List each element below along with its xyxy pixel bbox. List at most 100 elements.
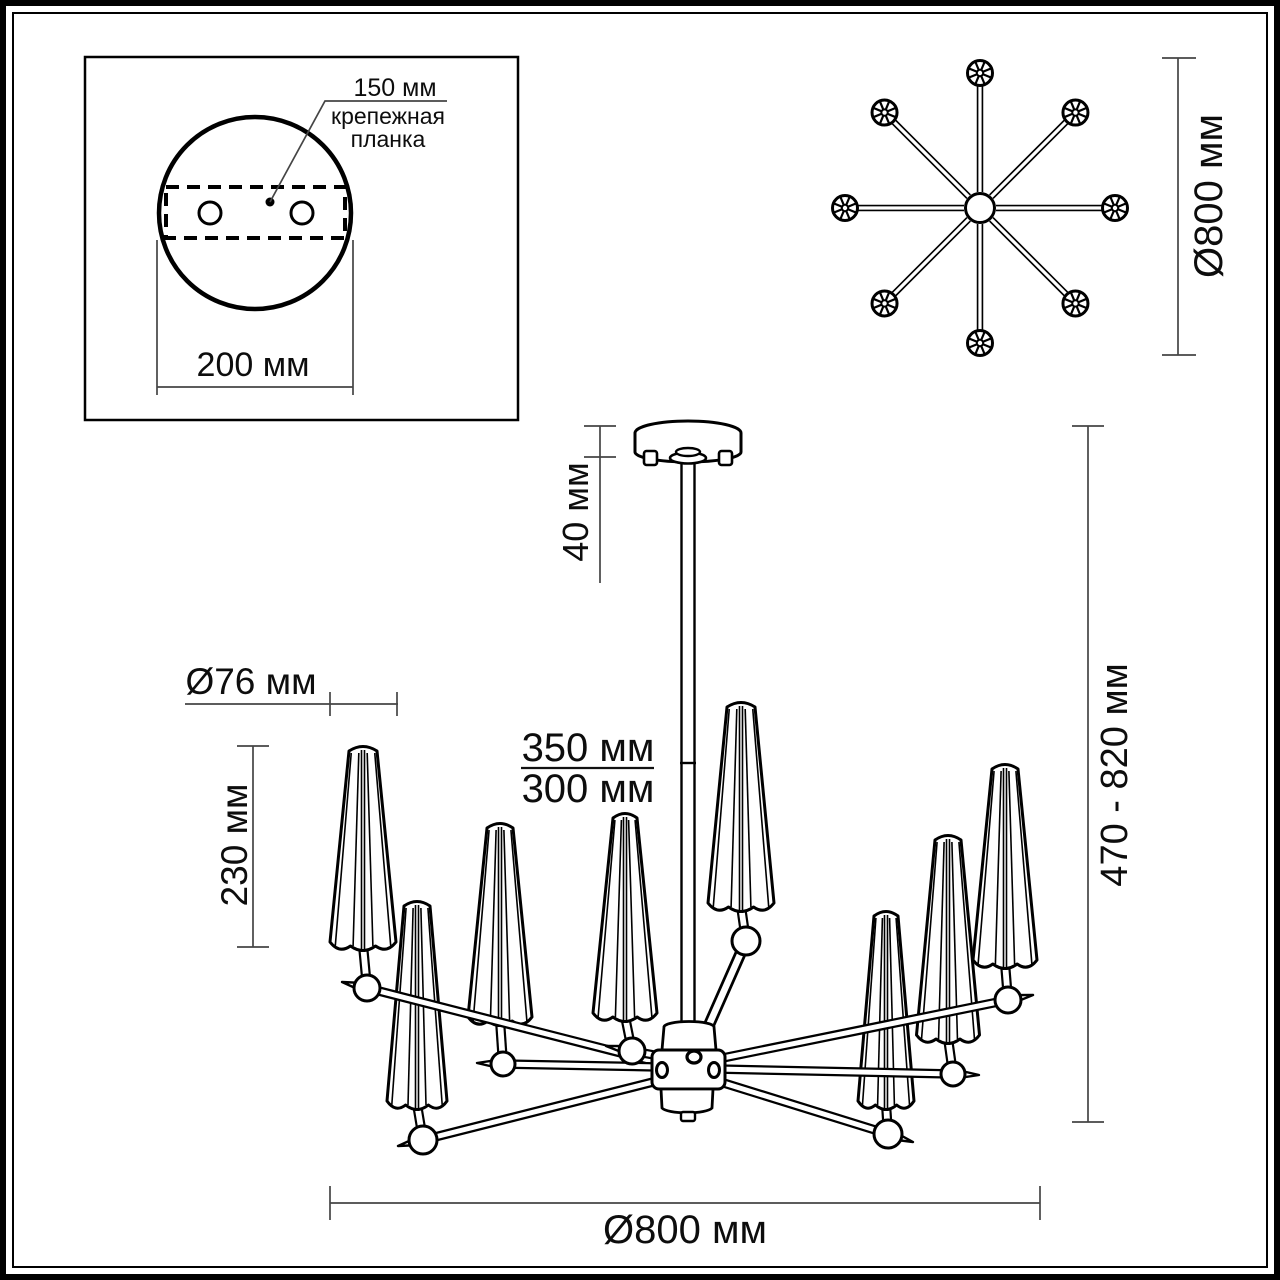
hub-port-right <box>707 1061 721 1079</box>
leader-line <box>269 100 447 203</box>
rosette-spoke <box>884 101 890 110</box>
shade-fold-line <box>1015 770 1033 965</box>
bracket-label-line2: планка <box>351 126 426 152</box>
top-arm-inner <box>892 120 970 198</box>
canopy-screw-right <box>717 449 734 467</box>
rosette-spoke <box>982 73 992 79</box>
hub-port-top <box>685 1049 703 1065</box>
mounting-plate-inset: 150 мм крепежная планка 200 мм <box>83 55 520 422</box>
rosette-center <box>975 338 985 348</box>
rosette-spoke <box>1078 112 1087 118</box>
shade-8 <box>971 763 1039 1001</box>
arm-ball-8 <box>993 985 1023 1015</box>
top-view-arm-6 <box>891 119 971 199</box>
shade-fold-line <box>634 819 653 1018</box>
rosette-spoke <box>879 306 885 315</box>
rosette-spoke <box>833 208 843 214</box>
rosette-spoke <box>873 107 882 113</box>
rosette-spoke <box>1117 202 1127 208</box>
hanging-rod <box>680 455 696 1025</box>
top-view <box>831 59 1129 357</box>
dim-800-top-label: Ø800 мм <box>1187 114 1231 278</box>
shade-cone-outline <box>971 763 1039 970</box>
shade-cone-outline <box>706 701 776 913</box>
rosette-spoke <box>1070 292 1076 301</box>
dim-76-label: Ø76 мм <box>185 661 316 702</box>
canopy-outline-circle <box>156 114 354 312</box>
arm-inner <box>364 985 663 1066</box>
shade-5 <box>706 701 776 942</box>
rosette-spoke <box>968 343 978 349</box>
rosette-spoke <box>833 202 843 208</box>
rosette-spoke <box>974 61 980 71</box>
inset-box <box>83 55 520 422</box>
rosette-spoke <box>873 112 882 118</box>
shade-fold-line <box>472 829 490 1022</box>
canopy-screw-left <box>642 449 659 467</box>
side-view <box>328 419 1039 1156</box>
rosette-spoke <box>839 210 845 220</box>
rosette-spoke <box>873 298 882 304</box>
rosette-center <box>1071 108 1080 117</box>
shade-fold-line <box>391 907 407 1106</box>
rosette-spoke <box>884 306 890 315</box>
rosette-spoke <box>1064 107 1073 113</box>
rosette-spoke <box>873 303 882 309</box>
rosette-spoke <box>1115 210 1121 220</box>
shade-fold-line <box>366 752 374 947</box>
top-view-rosette-4 <box>870 289 899 318</box>
top-view-rosette-6 <box>870 98 899 127</box>
canopy-collar <box>674 446 702 458</box>
arm-inner <box>711 1077 891 1137</box>
balls-layer <box>352 925 1023 1156</box>
screw-hole-left <box>197 200 223 226</box>
rosette-spoke <box>1075 292 1081 301</box>
hub-port-left <box>655 1061 669 1079</box>
shade-fold-line <box>334 752 353 947</box>
shade-fold-line <box>730 708 738 908</box>
ceiling-canopy <box>633 419 743 467</box>
hub-upper-collar <box>660 1020 718 1052</box>
rosette-center <box>1071 299 1080 308</box>
arm-inner <box>420 1077 664 1143</box>
top-view-arm-2 <box>989 217 1069 297</box>
shade-fold-line <box>352 752 360 947</box>
arm-ball-7 <box>939 1060 967 1088</box>
rosette-spoke <box>982 343 992 349</box>
rosette-spoke <box>879 292 885 301</box>
rosette-spoke <box>1078 107 1087 113</box>
rosette-spoke <box>884 115 890 124</box>
shades-layer <box>328 701 1039 1141</box>
bracket-label-line1: крепежная <box>331 103 445 129</box>
side-view-dimensions: 40 мм 350 мм 300 мм Ø76 мм 230 мм 470 - … <box>185 425 1136 1252</box>
shade-fold-line <box>920 841 938 1040</box>
rosette-spoke <box>847 208 857 214</box>
shade-cone-outline <box>466 822 534 1027</box>
arm-ball-4 <box>617 1036 647 1066</box>
shade-fold-line <box>373 752 392 947</box>
shade-cone-outline <box>328 745 398 952</box>
rosette-spoke <box>980 61 986 71</box>
shade-4 <box>591 812 659 1052</box>
rosette-spoke <box>839 196 845 206</box>
dim-200-label: 200 мм <box>197 346 310 384</box>
rosette-spoke <box>1070 101 1076 110</box>
rosette-spoke <box>1117 208 1127 214</box>
rosette-spoke <box>845 196 851 206</box>
top-view-rosette-8 <box>1061 98 1090 127</box>
rosette-spoke <box>982 337 992 343</box>
hub-bottom-nub <box>679 1110 697 1123</box>
shade-fold-line <box>977 770 995 965</box>
rosette-spoke <box>845 210 851 220</box>
shade-cone-outline <box>856 910 916 1111</box>
shade-7 <box>915 834 981 1075</box>
rod-fill <box>681 455 695 1025</box>
top-view-hub-circle <box>964 192 996 224</box>
dim-40-label: 40 мм <box>555 462 596 562</box>
arm-ball-1 <box>352 973 382 1003</box>
arm-ball-2 <box>407 1124 439 1156</box>
top-view-dimension: Ø800 мм <box>1162 57 1231 356</box>
rosette-spoke <box>1075 306 1081 315</box>
